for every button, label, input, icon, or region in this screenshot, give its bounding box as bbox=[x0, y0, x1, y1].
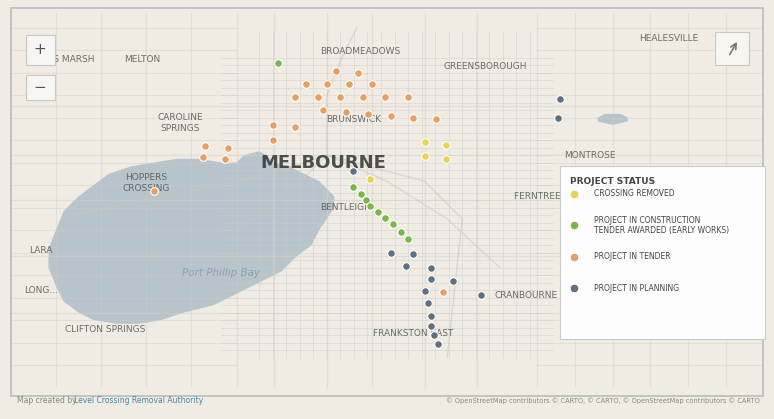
Text: +: + bbox=[34, 42, 46, 57]
Text: BENTLEIGH: BENTLEIGH bbox=[320, 203, 371, 212]
Text: PROJECT IN CONSTRUCTION
TENDER AWARDED (EARLY WORKS): PROJECT IN CONSTRUCTION TENDER AWARDED (… bbox=[594, 216, 730, 235]
Text: PROJECT IN TENDER: PROJECT IN TENDER bbox=[594, 252, 671, 261]
Text: GREENSBOROUGH: GREENSBOROUGH bbox=[443, 62, 526, 72]
Text: MELBOURNE: MELBOURNE bbox=[260, 154, 386, 172]
Text: Level Crossing Removal Authority: Level Crossing Removal Authority bbox=[74, 396, 203, 406]
Text: HOPPERS
CROSSING: HOPPERS CROSSING bbox=[122, 173, 170, 193]
Polygon shape bbox=[49, 151, 334, 324]
Text: CAROLINE
SPRINGS: CAROLINE SPRINGS bbox=[157, 114, 203, 133]
Text: CROSSING REMOVED: CROSSING REMOVED bbox=[594, 189, 675, 199]
Text: LARA: LARA bbox=[29, 246, 53, 255]
Text: LONG...: LONG... bbox=[24, 286, 58, 295]
FancyBboxPatch shape bbox=[715, 32, 749, 65]
Text: Map created by: Map created by bbox=[17, 396, 79, 406]
Text: PROJECT STATUS: PROJECT STATUS bbox=[570, 177, 656, 186]
Text: FRANKSTON EAST: FRANKSTON EAST bbox=[373, 328, 454, 338]
Text: CRANBOURNE: CRANBOURNE bbox=[495, 291, 558, 300]
Text: Port Phillip Bay: Port Phillip Bay bbox=[183, 268, 261, 278]
Text: PROJECT IN PLANNING: PROJECT IN PLANNING bbox=[594, 284, 680, 293]
Polygon shape bbox=[628, 234, 666, 249]
Text: BROADMEADOWS: BROADMEADOWS bbox=[320, 47, 401, 57]
Text: MELTON: MELTON bbox=[125, 55, 161, 64]
Text: BRUNSWICK: BRUNSWICK bbox=[326, 115, 381, 124]
FancyBboxPatch shape bbox=[26, 75, 55, 100]
FancyBboxPatch shape bbox=[560, 166, 765, 339]
FancyBboxPatch shape bbox=[26, 35, 55, 65]
Text: HEALESVILLE: HEALESVILLE bbox=[639, 34, 699, 43]
Text: HUS MARSH: HUS MARSH bbox=[40, 55, 94, 64]
Text: FERNTREE GULLY: FERNTREE GULLY bbox=[514, 192, 591, 201]
Polygon shape bbox=[598, 114, 628, 125]
Text: MONTROSE: MONTROSE bbox=[564, 151, 616, 160]
Text: CLIFTON SPRINGS: CLIFTON SPRINGS bbox=[65, 325, 145, 334]
Text: −: − bbox=[34, 80, 46, 95]
Text: © OpenStreetMap contributors © CARTO, © CARTO, © OpenStreetMap contributors © CA: © OpenStreetMap contributors © CARTO, © … bbox=[446, 398, 760, 404]
